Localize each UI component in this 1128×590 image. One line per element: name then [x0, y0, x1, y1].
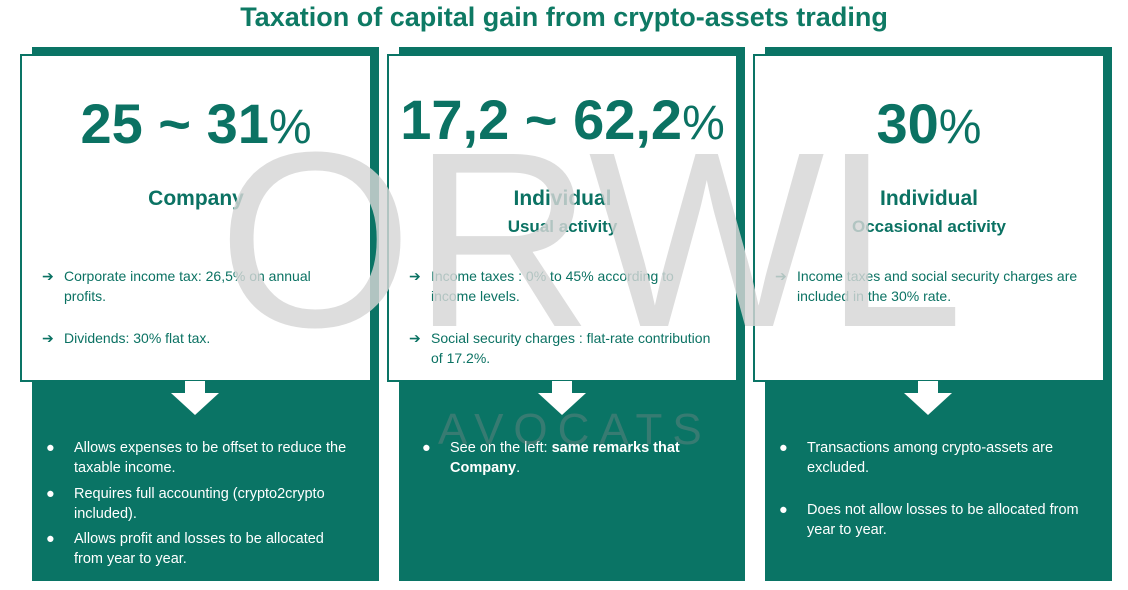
card-bullet: ➔ Income taxes and social security charg… [775, 268, 1078, 304]
arrow-right-icon: ➔ [409, 330, 421, 346]
percent-symbol: % [682, 97, 725, 150]
bottom-bullet: ● Transactions among crypto-assets are e… [779, 440, 1054, 476]
arrow-right-icon: ➔ [775, 268, 787, 284]
subheading-usual-activity: Usual activity [507, 217, 618, 236]
percent-symbol: % [938, 101, 982, 154]
card-bullet: ➔ Income taxes : 0% to 45% according to … [409, 268, 674, 304]
arrow-right-icon: ➔ [42, 330, 54, 346]
arrow-down-icon [171, 393, 219, 415]
card-company: 25 ~ 31% Company ➔ Corporate income tax:… [20, 54, 372, 382]
bottom-bullet: ● Allows profit and losses to be allocat… [46, 531, 324, 567]
percent-symbol: % [268, 101, 312, 154]
heading-individual-occasional: Individual [879, 187, 978, 210]
bottom-bullet: ● Allows expenses to be offset to reduce… [46, 440, 347, 476]
subheading-occasional-activity: Occasional activity [851, 217, 1007, 236]
bottom-bullet: ● See on the left: same remarks that Com… [422, 440, 680, 476]
page-title: Taxation of capital gain from crypto-ass… [240, 2, 888, 32]
bottom-bullet: ● Requires full accounting (crypto2crypt… [46, 486, 325, 522]
card-bullet: ➔ Dividends: 30% flat tax. [42, 330, 211, 346]
arrow-down-icon [918, 381, 938, 393]
bullet-dot-icon: ● [46, 531, 55, 547]
bullet-dot-icon: ● [422, 440, 431, 456]
arrow-down-icon [538, 393, 586, 415]
rate-individual-usual: 17,2 ~ 62,2% [400, 88, 725, 151]
card-bullet: ➔ Corporate income tax: 26,5% on annual … [42, 268, 311, 304]
heading-company: Company [148, 187, 244, 210]
bullet-dot-icon: ● [779, 502, 788, 518]
arrow-down-icon [185, 381, 205, 393]
card-individual-usual: 17,2 ~ 62,2% Individual Usual activity ➔… [387, 54, 738, 382]
arrow-down-icon [904, 393, 952, 415]
rate-company: 25 ~ 31% [80, 92, 312, 155]
rate-individual-occasional: 30% [876, 92, 982, 155]
arrow-down-icon [552, 381, 572, 393]
bullet-dot-icon: ● [779, 440, 788, 456]
arrow-right-icon: ➔ [409, 268, 421, 284]
heading-individual-usual: Individual [513, 187, 612, 210]
card-individual-occasional: 30% Individual Occasional activity ➔ Inc… [753, 54, 1105, 382]
bullet-dot-icon: ● [46, 440, 55, 456]
bottom-bullet: ● Does not allow losses to be allocated … [779, 502, 1079, 538]
arrow-right-icon: ➔ [42, 268, 54, 284]
bullet-dot-icon: ● [46, 486, 55, 502]
card-bullet: ➔ Social security charges : flat-rate co… [409, 330, 711, 366]
